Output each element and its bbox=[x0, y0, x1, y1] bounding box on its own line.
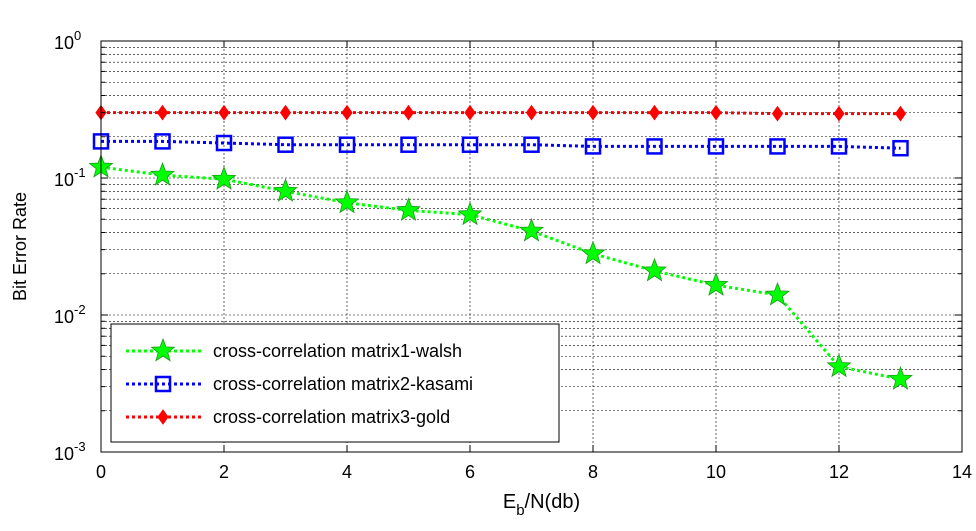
marker-square bbox=[215, 134, 233, 152]
legend-label: cross-correlation matrix1-walsh bbox=[213, 341, 462, 361]
legend-label: cross-correlation matrix2-kasami bbox=[213, 374, 473, 394]
marker-diamond bbox=[157, 409, 169, 425]
marker-diamond bbox=[833, 105, 845, 122]
x-axis-label: Eb/N(db) bbox=[503, 491, 580, 519]
marker-diamond bbox=[648, 104, 661, 121]
marker-star bbox=[826, 353, 852, 378]
marker-star bbox=[765, 281, 790, 306]
marker-star bbox=[150, 161, 175, 186]
marker-diamond bbox=[464, 104, 476, 121]
marker-star bbox=[273, 178, 298, 202]
y-tick-label: 10-3 bbox=[54, 439, 86, 464]
x-tick-label: 14 bbox=[952, 462, 972, 482]
y-tick-label: 10-2 bbox=[54, 302, 86, 327]
marker-star bbox=[457, 201, 483, 226]
marker-star bbox=[396, 197, 421, 222]
y-axis-label: Bit Error Rate bbox=[10, 192, 30, 301]
marker-star bbox=[642, 257, 667, 282]
marker-star bbox=[150, 337, 176, 362]
x-axis-label-main: E bbox=[503, 491, 516, 513]
marker-diamond bbox=[710, 104, 722, 121]
plot-frame bbox=[100, 40, 963, 453]
marker-diamond bbox=[587, 104, 599, 121]
marker-square bbox=[769, 138, 786, 155]
marker-square bbox=[461, 136, 479, 153]
x-tick-label: 0 bbox=[96, 462, 106, 482]
marker-square bbox=[830, 138, 848, 155]
x-tick-label: 10 bbox=[706, 462, 726, 482]
legend-item: cross-correlation matrix1-walsh bbox=[126, 337, 462, 362]
marker-square bbox=[400, 136, 417, 153]
marker-star bbox=[211, 166, 237, 190]
legend-item: cross-correlation matrix2-kasami bbox=[126, 374, 473, 394]
marker-square bbox=[646, 138, 663, 155]
legend-label: cross-correlation matrix3-gold bbox=[213, 407, 450, 427]
series-line bbox=[101, 111, 901, 116]
series-line bbox=[100, 165, 901, 381]
marker-diamond bbox=[218, 104, 230, 121]
y-tick-exponent: -3 bbox=[74, 439, 86, 454]
marker-star bbox=[334, 189, 360, 214]
x-axis-label-sub: b bbox=[516, 502, 524, 519]
marker-diamond bbox=[525, 104, 538, 121]
y-tick-exponent: -1 bbox=[74, 165, 86, 180]
x-tick-label: 2 bbox=[219, 462, 229, 482]
marker-square bbox=[154, 375, 172, 393]
legend-box bbox=[110, 323, 560, 443]
x-tick-label: 8 bbox=[588, 462, 598, 482]
marker-diamond bbox=[402, 104, 415, 121]
marker-square bbox=[523, 136, 540, 153]
x-tick-label: 4 bbox=[342, 462, 352, 482]
x-axis-label-rest: /N(db) bbox=[525, 491, 581, 513]
marker-star bbox=[888, 366, 913, 390]
marker-diamond bbox=[894, 105, 907, 122]
y-tick-exponent: -2 bbox=[74, 302, 86, 317]
marker-square bbox=[584, 138, 602, 155]
marker-square bbox=[892, 139, 909, 157]
y-tick-label: 100 bbox=[54, 28, 81, 53]
y-tick-base: 10 bbox=[54, 170, 74, 190]
marker-square bbox=[277, 136, 294, 153]
marker-diamond bbox=[341, 104, 353, 121]
x-tick-label: 12 bbox=[829, 462, 849, 482]
series-line bbox=[101, 139, 901, 150]
y-tick-exponent: 0 bbox=[74, 28, 81, 43]
marker-square bbox=[707, 138, 725, 155]
marker-square bbox=[154, 133, 171, 150]
x-tick-label: 6 bbox=[465, 462, 475, 482]
marker-star bbox=[519, 217, 544, 242]
grid bbox=[101, 41, 962, 452]
series-diamond bbox=[95, 104, 907, 122]
y-tick-base: 10 bbox=[54, 33, 74, 53]
series-square bbox=[92, 133, 909, 157]
y-tick-label: 10-1 bbox=[54, 165, 86, 190]
marker-square bbox=[338, 136, 356, 153]
marker-diamond bbox=[771, 105, 784, 122]
legend: cross-correlation matrix1-walsh cross-cor… bbox=[110, 323, 560, 443]
marker-star bbox=[703, 272, 729, 296]
y-tick-base: 10 bbox=[54, 444, 74, 464]
marker-diamond bbox=[156, 104, 169, 121]
legend-item: cross-correlation matrix3-gold bbox=[126, 407, 450, 427]
marker-star bbox=[580, 240, 606, 265]
y-tick-base: 10 bbox=[54, 307, 74, 327]
marker-diamond bbox=[279, 104, 292, 121]
